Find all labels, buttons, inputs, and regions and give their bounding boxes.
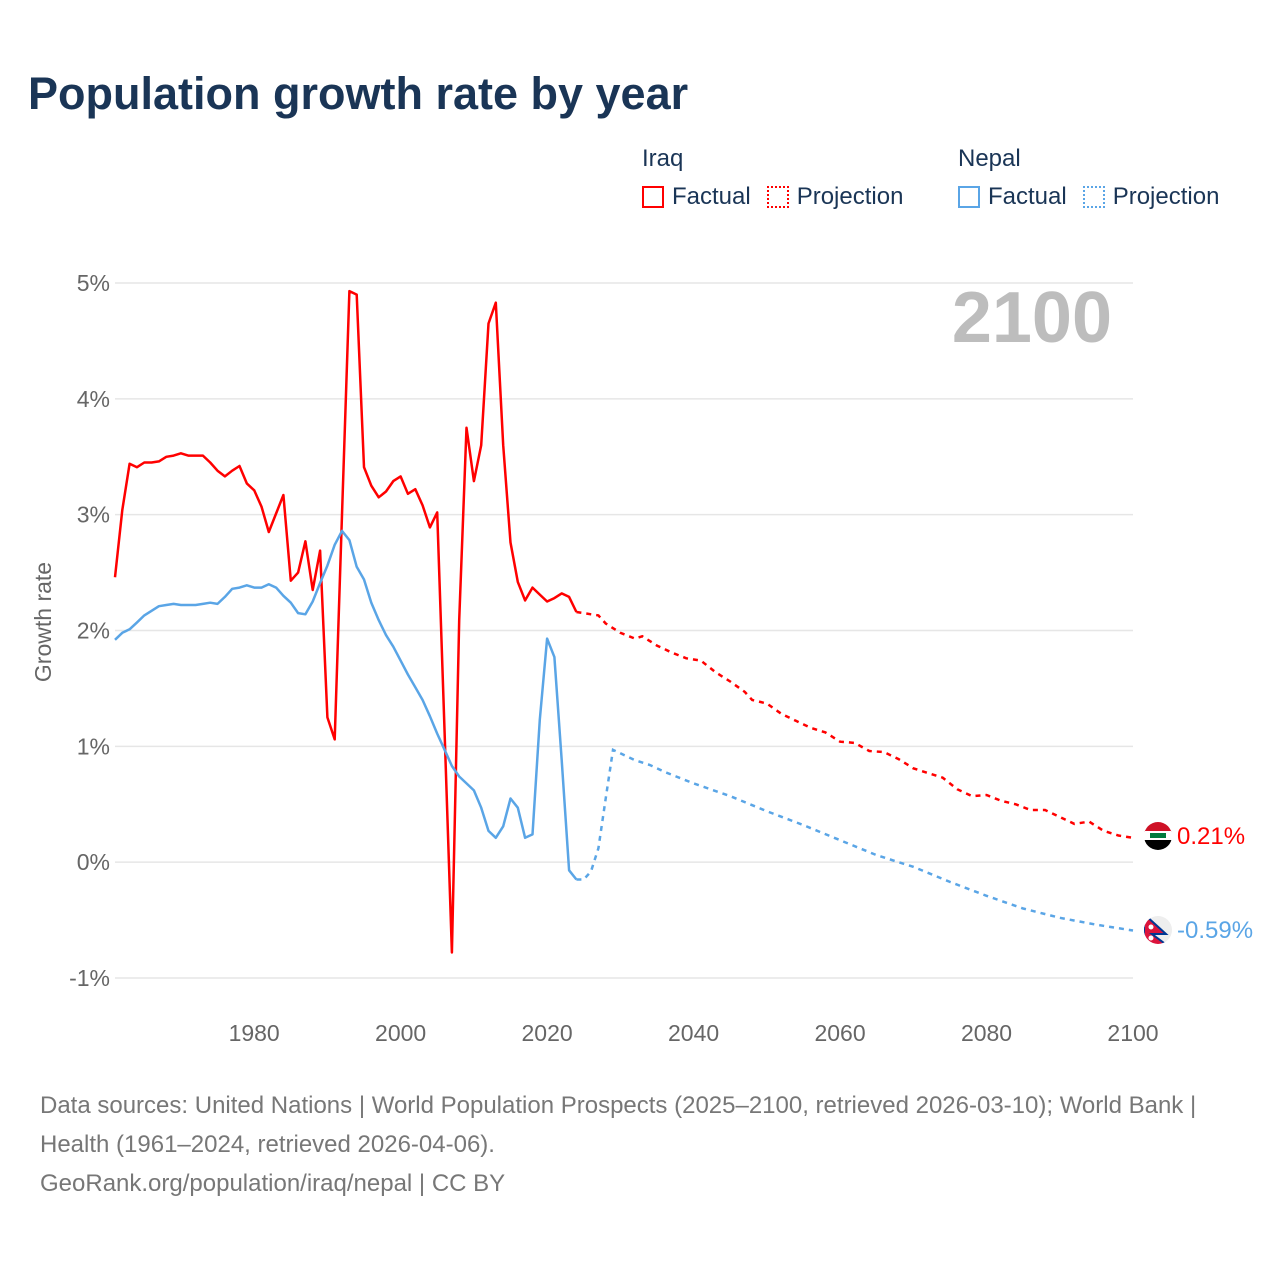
legend-swatch-dotted xyxy=(766,186,789,208)
legend-country-label: Iraq xyxy=(642,145,684,172)
legend-iraq-projection[interactable]: Projection xyxy=(766,183,904,211)
legend-swatch-dotted xyxy=(1082,186,1105,208)
iraq-end-value-label: 0.21% xyxy=(1177,823,1245,850)
legend-swatch-solid xyxy=(958,186,980,208)
iraq-flag-icon xyxy=(1144,822,1172,850)
x-tick-label: 1980 xyxy=(229,1020,280,1046)
y-tick-label: 0% xyxy=(77,849,110,875)
y-axis-label: Growth rate xyxy=(30,562,56,682)
iraq-projection-line xyxy=(576,610,1134,840)
nepal-projection-line xyxy=(576,747,1134,932)
legend-country-label: Nepal xyxy=(958,145,1021,172)
y-tick-label: 5% xyxy=(77,270,110,296)
legend-iraq: Iraq Factual Projection xyxy=(642,145,919,211)
y-tick-label: -1% xyxy=(69,965,110,991)
legend-nepal: Nepal Factual Projection xyxy=(958,145,1235,211)
legend-nepal-projection[interactable]: Projection xyxy=(1082,183,1220,211)
y-tick-label: 4% xyxy=(77,386,110,412)
x-tick-label: 2040 xyxy=(668,1020,719,1046)
current-year-label: 2100 xyxy=(952,278,1112,358)
legend-label: Factual xyxy=(672,183,751,210)
x-tick-label: 2060 xyxy=(814,1020,865,1046)
legend-swatch-solid xyxy=(642,186,664,208)
x-tick-label: 2020 xyxy=(522,1020,573,1046)
legend-iraq-factual[interactable]: Factual xyxy=(642,183,751,211)
data-sources-note: Data sources: United Nations | World Pop… xyxy=(40,1092,1197,1158)
x-tick-label: 2080 xyxy=(961,1020,1012,1046)
y-tick-label: 3% xyxy=(77,502,110,528)
nepal-end-value-label: -0.59% xyxy=(1177,917,1253,944)
nepal-flag-icon xyxy=(1144,916,1172,944)
legend-label: Projection xyxy=(1112,183,1220,210)
legend-label: Factual xyxy=(988,183,1067,210)
legend-nepal-factual[interactable]: Factual xyxy=(958,183,1067,211)
y-tick-label: 2% xyxy=(77,618,110,644)
x-tick-label: 2100 xyxy=(1107,1020,1158,1046)
chart-title: Population growth rate by year xyxy=(28,68,689,119)
x-tick-label: 2000 xyxy=(375,1020,426,1046)
credit-link[interactable]: GeoRank.org/population/iraq/nepal | CC B… xyxy=(40,1170,506,1197)
iraq-factual-line xyxy=(113,289,578,954)
legend-label: Projection xyxy=(796,183,904,210)
y-tick-label: 1% xyxy=(77,733,110,759)
nepal-factual-line xyxy=(114,529,578,881)
